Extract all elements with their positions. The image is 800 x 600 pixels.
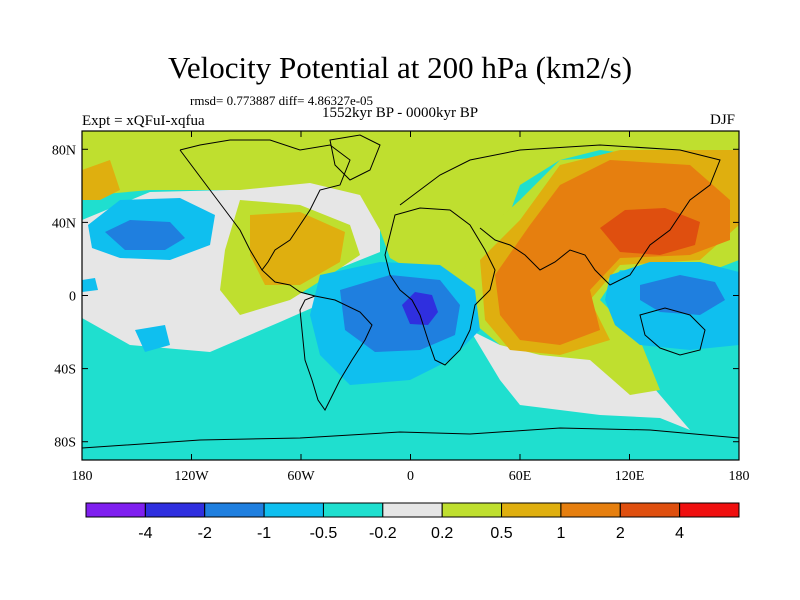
x-tick-label: 180 (72, 469, 93, 484)
colorbar-label: -0.2 (369, 525, 397, 542)
greenland-coast (329, 134, 381, 181)
period-label: 1552kyr BP - 0000kyr BP (322, 105, 479, 121)
x-tick-label: 0 (407, 469, 414, 484)
positive-region (82, 160, 120, 200)
north-pacific-low (105, 220, 185, 250)
season-label: DJF (710, 112, 736, 128)
negative-region (82, 278, 98, 292)
colorbar-label: 2 (616, 525, 625, 542)
eurasia-coast (399, 144, 721, 286)
colorbar-swatch (382, 502, 443, 518)
x-axis: 180 120W 60W 0 60E 120E 180 (72, 131, 750, 484)
coastlines (82, 134, 739, 449)
y-tick-label: 0 (69, 290, 76, 305)
positive-region (495, 160, 730, 345)
north-america-coast (179, 139, 351, 297)
colorbar-label: -0.5 (310, 525, 338, 542)
y-tick-label: 80S (54, 436, 76, 451)
x-tick-label: 120E (615, 469, 645, 484)
colorbar-swatch (501, 502, 562, 518)
africa-coast (384, 207, 496, 366)
x-tick-label: 180 (729, 469, 750, 484)
colorbar-swatch (85, 502, 146, 518)
y-axis: 80N 40N 0 40S 80S (52, 143, 739, 451)
antarctica-coast (82, 427, 739, 449)
colorbar-swatch (441, 502, 503, 518)
colorbar-label: 1 (556, 525, 565, 542)
negative-region (340, 275, 460, 352)
colorbar-swatch (560, 502, 621, 518)
positive-region (82, 131, 739, 300)
south-america-coast (299, 295, 373, 411)
colorbar-label: 0.2 (431, 525, 453, 542)
colorbar-swatch (144, 502, 206, 518)
negative-region (135, 325, 170, 352)
colorbar-swatch (263, 502, 324, 518)
colorbar-label: 0.5 (490, 525, 512, 542)
asia-maximum (600, 208, 700, 255)
colorbar-swatch (679, 502, 740, 518)
australia-coast (639, 307, 706, 356)
y-tick-label: 40N (52, 216, 76, 231)
positive-region (250, 212, 345, 285)
experiment-label: Expt = xQFuI-xqfua (82, 113, 205, 129)
colorbar-label: -4 (138, 525, 152, 542)
map-title: Velocity Potential at 200 hPa (km2/s) (167, 50, 633, 85)
colorbar-label: -2 (198, 525, 212, 542)
maritime-continent-low (640, 275, 725, 315)
x-tick-label: 60E (509, 469, 532, 484)
contour-field (82, 131, 739, 460)
colorbar-swatch (204, 502, 265, 518)
colorbar: -4 -2 -1 -0.5 -0.2 0.2 0.5 1 2 4 (85, 502, 740, 542)
y-tick-label: 40S (54, 363, 76, 378)
colorbar-swatch (322, 502, 384, 518)
y-tick-label: 80N (52, 143, 76, 158)
colorbar-label: -1 (257, 525, 271, 542)
south-atlantic-minimum (402, 292, 438, 325)
x-tick-label: 60W (287, 469, 315, 484)
near-zero-region (470, 330, 690, 430)
colorbar-label: 4 (675, 525, 684, 542)
x-tick-label: 120W (174, 469, 209, 484)
north-america-west-coast (179, 149, 263, 271)
colorbar-swatch (619, 502, 681, 518)
stats-label: rmsd= 0.773887 diff= 4.86327e-05 (190, 93, 374, 108)
